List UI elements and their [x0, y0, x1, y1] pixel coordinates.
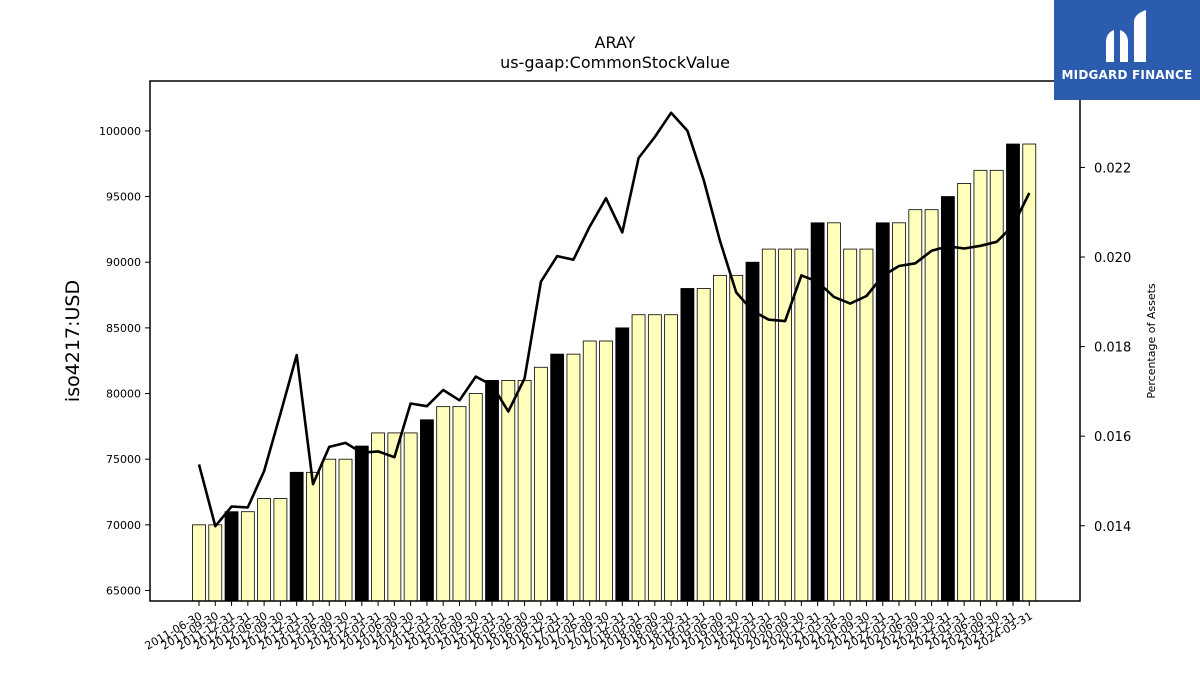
bar — [501, 379, 516, 602]
bar — [257, 498, 272, 602]
bar — [647, 314, 662, 602]
bar — [761, 248, 776, 602]
bar — [322, 458, 337, 602]
bar — [420, 419, 434, 602]
chart-title: ARAY — [595, 33, 636, 52]
plot-frame — [149, 80, 1081, 602]
y-tick-label: 70000 — [106, 519, 141, 532]
bar — [631, 314, 646, 602]
bar — [827, 222, 841, 602]
bar — [615, 327, 630, 602]
bar — [680, 288, 695, 602]
bar — [892, 222, 906, 602]
bar — [582, 340, 597, 602]
y2-tick-label: 0.016 — [1094, 430, 1131, 445]
bar — [1022, 143, 1037, 602]
bar — [973, 169, 988, 602]
y-tick-label: 85000 — [106, 322, 141, 335]
y2-axis-label: Percentage of Assets — [1145, 283, 1158, 399]
y2-tick-label: 0.022 — [1094, 161, 1131, 176]
y-tick-label: 100000 — [99, 125, 141, 138]
y2-tick-label: 0.018 — [1094, 341, 1131, 356]
bar — [1006, 143, 1020, 602]
y-tick-label: 80000 — [106, 388, 141, 401]
bar — [550, 353, 565, 602]
bar — [273, 498, 288, 602]
y-tick-label: 65000 — [106, 584, 141, 597]
bar — [957, 183, 972, 602]
bar — [338, 458, 353, 602]
bar — [468, 393, 483, 602]
bar — [289, 471, 304, 602]
bar — [859, 248, 874, 602]
bar — [452, 406, 467, 602]
y-axis-label: iso4217:USD — [62, 280, 84, 402]
y2-tick-label: 0.020 — [1094, 251, 1131, 266]
bar — [989, 169, 1004, 602]
logo-text: MIDGARD FINANCE — [1061, 68, 1193, 82]
bar — [306, 471, 320, 602]
bar — [794, 248, 809, 602]
logo-mark-icon — [1106, 10, 1146, 62]
bar — [713, 274, 727, 602]
percentage-line — [197, 111, 1031, 528]
bar — [240, 511, 255, 602]
bar — [599, 340, 613, 602]
bar — [485, 379, 499, 602]
y-tick-label: 95000 — [106, 191, 141, 204]
bar — [354, 445, 369, 602]
bar — [778, 248, 792, 602]
bar — [517, 379, 532, 602]
bar — [403, 432, 418, 602]
y-tick-label: 90000 — [106, 256, 141, 269]
bar — [696, 288, 711, 602]
bar — [566, 353, 581, 602]
brand-logo: MIDGARD FINANCE — [1054, 0, 1200, 100]
bar — [533, 366, 548, 602]
bar — [224, 511, 239, 602]
bar — [371, 432, 385, 602]
bar — [908, 209, 923, 602]
bar — [436, 406, 451, 602]
bar — [192, 524, 206, 602]
bar — [664, 314, 679, 602]
chart-subtitle: us-gaap:CommonStockValue — [500, 53, 730, 72]
y-tick-label: 75000 — [106, 453, 141, 466]
bar — [208, 524, 223, 602]
bar — [729, 274, 744, 602]
bar — [940, 196, 955, 602]
bar — [924, 209, 939, 602]
y2-tick-label: 0.014 — [1094, 520, 1131, 535]
